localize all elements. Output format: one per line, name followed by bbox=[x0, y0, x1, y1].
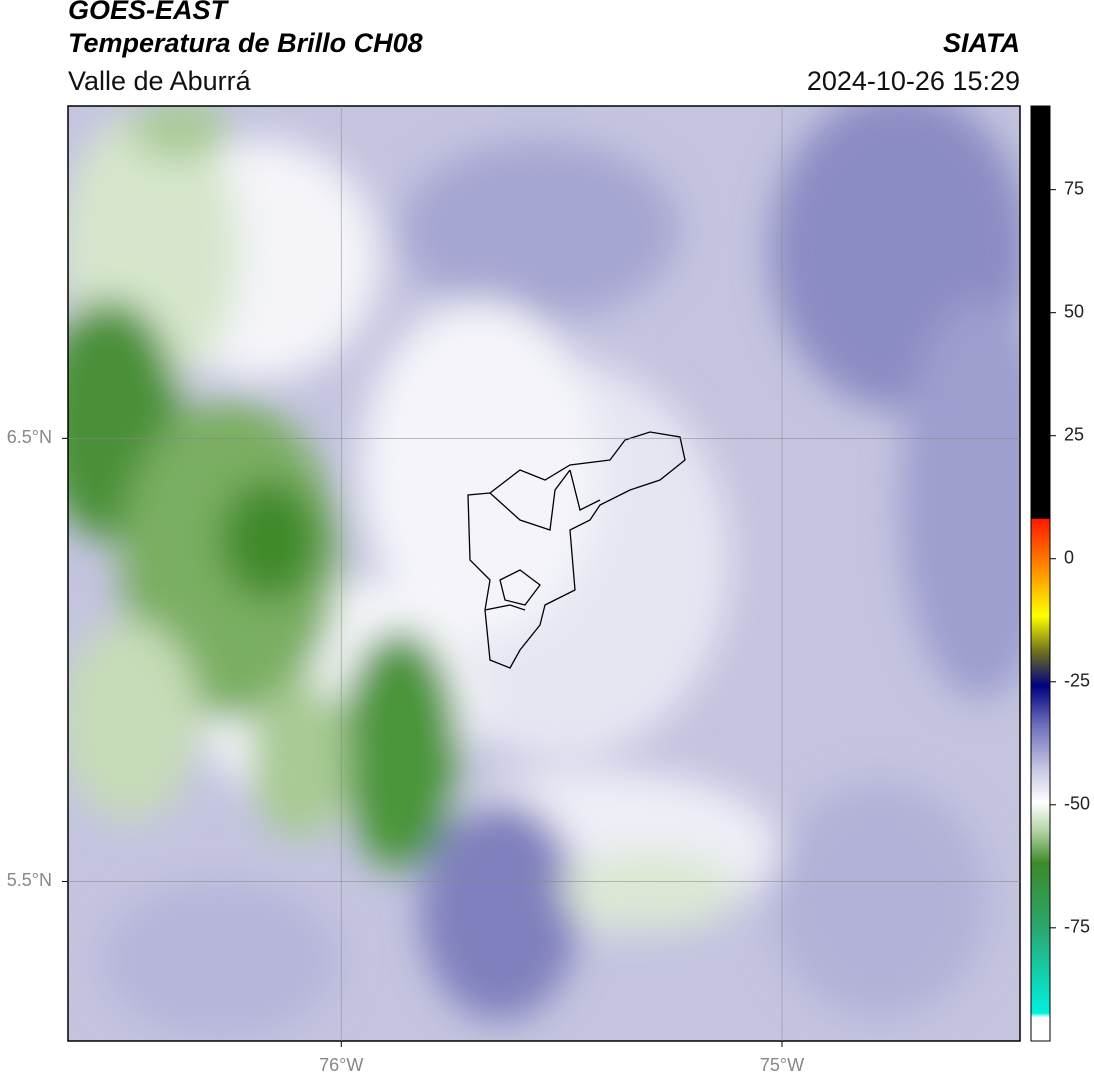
lat-label: 6.5°N bbox=[7, 427, 52, 447]
lon-label: 76°W bbox=[319, 1055, 363, 1075]
map-frame bbox=[67, 105, 1021, 1042]
colorbar-label: -25 bbox=[1064, 671, 1090, 691]
lon-label: 75°W bbox=[760, 1055, 804, 1075]
colorbar bbox=[1030, 105, 1051, 1042]
map-field bbox=[68, 106, 1020, 1041]
subtitle: Temperatura de Brillo CH08 bbox=[68, 28, 423, 58]
colorbar-label: -50 bbox=[1064, 794, 1090, 814]
datetime: 2024-10-26 15:29 bbox=[807, 66, 1020, 96]
lat-label: 5.5°N bbox=[7, 870, 52, 890]
colorbar-label: 75 bbox=[1064, 178, 1084, 198]
region: Valle de Aburrá bbox=[68, 66, 252, 96]
source: SIATA bbox=[943, 28, 1020, 58]
colorbar-label: 25 bbox=[1064, 424, 1084, 444]
colorbar-label: -75 bbox=[1064, 917, 1090, 937]
title: GOES-EAST bbox=[68, 0, 230, 25]
colorbar-label: 0 bbox=[1064, 547, 1074, 567]
colorbar-label: 50 bbox=[1064, 301, 1084, 321]
basin-outline bbox=[467, 431, 686, 669]
